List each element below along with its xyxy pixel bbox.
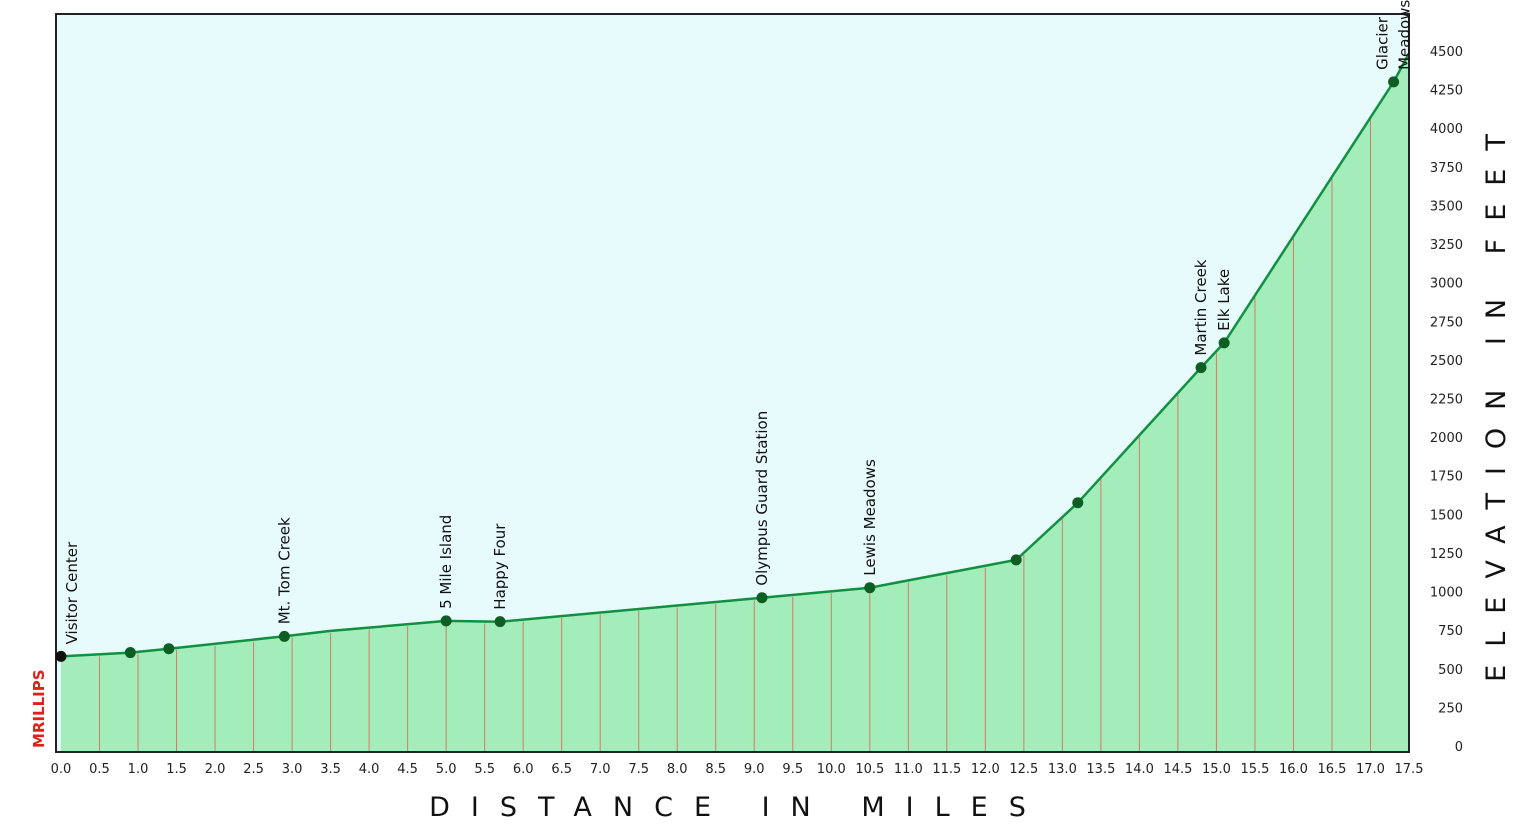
x-tick-label: 5.5 bbox=[474, 762, 495, 777]
waypoint-label-line: Elk Lake bbox=[1215, 269, 1233, 331]
waypoint-label-line: Meadows bbox=[1396, 0, 1414, 70]
x-tick-label: 2.5 bbox=[243, 762, 264, 777]
y-tick-label: 1250 bbox=[1430, 547, 1463, 562]
x-tick-label: 6.0 bbox=[513, 762, 534, 777]
waypoint-marker bbox=[756, 592, 768, 604]
plot-frame bbox=[55, 13, 1410, 753]
y-tick-label: 3250 bbox=[1430, 238, 1463, 253]
x-tick-label: 5.0 bbox=[436, 762, 457, 777]
author-signature: MRILLIPS bbox=[30, 669, 48, 748]
x-tick-label: 12.5 bbox=[1009, 762, 1038, 777]
x-tick-label: 15.5 bbox=[1240, 762, 1269, 777]
x-tick-label: 3.5 bbox=[320, 762, 341, 777]
x-tick-labels: 0.0 0.5 1.0 1.5 2.0 2.5 3.0 3.5 4.0 4.5 5.0 5.5 6.0 6… bbox=[51, 762, 1424, 777]
waypoint-marker bbox=[163, 643, 175, 655]
y-tick-label: 3750 bbox=[1430, 161, 1463, 176]
y-tick-label: 2000 bbox=[1430, 431, 1463, 446]
x-tick-label: 7.0 bbox=[590, 762, 611, 777]
x-tick-label: 15.0 bbox=[1202, 762, 1231, 777]
x-tick-label: 13.0 bbox=[1048, 762, 1077, 777]
x-tick-label: 0.0 bbox=[51, 762, 72, 777]
waypoint-label: Mt. Tom Creek bbox=[275, 517, 293, 624]
x-tick-label: 1.5 bbox=[166, 762, 187, 777]
y-tick-label: 500 bbox=[1438, 663, 1463, 678]
waypoint-label: Glacier Meadows bbox=[1374, 0, 1414, 70]
waypoint-label: Visitor Center bbox=[63, 541, 81, 644]
y-tick-label: 4500 bbox=[1430, 45, 1463, 60]
waypoint-marker bbox=[1010, 554, 1022, 566]
y-tick-label: 750 bbox=[1438, 624, 1463, 639]
x-tick-label: 16.0 bbox=[1279, 762, 1308, 777]
x-tick-label: 8.5 bbox=[705, 762, 726, 777]
x-tick-label: 11.0 bbox=[894, 762, 923, 777]
y-tick-label: 2250 bbox=[1430, 393, 1463, 408]
x-tick-label: 16.5 bbox=[1317, 762, 1346, 777]
y-tick-label: 2750 bbox=[1430, 315, 1463, 330]
waypoint-marker bbox=[1218, 337, 1230, 349]
x-tick-label: 17.0 bbox=[1356, 762, 1385, 777]
x-tick-label: 3.0 bbox=[282, 762, 303, 777]
waypoint-label: Olympus Guard Station bbox=[753, 411, 771, 586]
x-tick-label: 8.0 bbox=[667, 762, 688, 777]
x-axis-title: DISTANCE IN MILES bbox=[429, 792, 1047, 823]
waypoint-markers bbox=[55, 76, 1400, 662]
y-tick-label: 1500 bbox=[1430, 508, 1463, 523]
waypoint-label: 5 Mile Island bbox=[437, 515, 455, 609]
waypoint-label: Lewis Meadows bbox=[861, 459, 879, 576]
waypoint-marker bbox=[864, 582, 876, 594]
waypoint-marker bbox=[494, 616, 506, 628]
y-tick-label: 4000 bbox=[1430, 122, 1463, 137]
y-tick-label: 0 bbox=[1455, 740, 1463, 755]
x-tick-label: 4.5 bbox=[397, 762, 418, 777]
x-tick-label: 6.5 bbox=[551, 762, 572, 777]
waypoint-label: Elk Lake bbox=[1215, 269, 1233, 331]
vertical-grid bbox=[99, 119, 1371, 752]
waypoint-labels: Visitor Center Mt. Tom Creek 5 Mile Island… bbox=[63, 0, 1414, 644]
y-tick-label: 1750 bbox=[1430, 470, 1463, 485]
waypoint-label-line: Mt. Tom Creek bbox=[275, 517, 293, 624]
y-tick-label: 250 bbox=[1438, 701, 1463, 716]
x-tick-label: 9.0 bbox=[744, 762, 765, 777]
waypoint-label-line: Glacier bbox=[1374, 16, 1392, 70]
x-tick-label: 7.5 bbox=[628, 762, 649, 777]
y-tick-label: 1000 bbox=[1430, 586, 1463, 601]
x-tick-label: 4.0 bbox=[359, 762, 380, 777]
x-tick-label: 1.0 bbox=[128, 762, 149, 777]
y-tick-label: 3000 bbox=[1430, 277, 1463, 292]
waypoint-label-line: Visitor Center bbox=[63, 541, 81, 644]
waypoint-marker bbox=[124, 647, 136, 659]
y-tick-label: 2500 bbox=[1430, 354, 1463, 369]
waypoint-label-line: Happy Four bbox=[491, 523, 509, 610]
waypoint-marker bbox=[1072, 497, 1084, 509]
waypoint-marker bbox=[55, 650, 67, 662]
y-tick-label: 4250 bbox=[1430, 84, 1463, 99]
waypoint-marker bbox=[278, 630, 290, 642]
y-tick-labels: 0 250 500 750 1000 1250 1500 1750 2000 2250 2500 27… bbox=[1430, 45, 1463, 755]
waypoint-label-line: Martin Creek bbox=[1192, 259, 1210, 355]
x-tick-label: 10.5 bbox=[855, 762, 884, 777]
x-tick-label: 14.0 bbox=[1125, 762, 1154, 777]
x-tick-label: 13.5 bbox=[1086, 762, 1115, 777]
x-tick-label: 17.5 bbox=[1395, 762, 1424, 777]
x-tick-label: 10.0 bbox=[817, 762, 846, 777]
x-tick-label: 12.0 bbox=[971, 762, 1000, 777]
x-tick-label: 0.5 bbox=[89, 762, 110, 777]
waypoint-label-line: Lewis Meadows bbox=[861, 459, 879, 576]
waypoint-marker bbox=[1195, 362, 1207, 374]
waypoint-label-line: 5 Mile Island bbox=[437, 515, 455, 609]
y-axis-title: ELEVATION IN FEET bbox=[1481, 116, 1512, 682]
waypoint-marker bbox=[440, 615, 452, 627]
x-tick-label: 14.5 bbox=[1163, 762, 1192, 777]
x-tick-label: 2.0 bbox=[205, 762, 226, 777]
x-tick-label: 9.5 bbox=[782, 762, 803, 777]
waypoint-marker bbox=[1388, 76, 1400, 88]
y-tick-label: 3500 bbox=[1430, 199, 1463, 214]
x-tick-label: 11.5 bbox=[932, 762, 961, 777]
waypoint-label: Happy Four bbox=[491, 523, 509, 610]
elevation-area bbox=[61, 53, 1409, 753]
waypoint-label-line: Olympus Guard Station bbox=[753, 411, 771, 586]
waypoint-label: Martin Creek bbox=[1192, 259, 1210, 355]
